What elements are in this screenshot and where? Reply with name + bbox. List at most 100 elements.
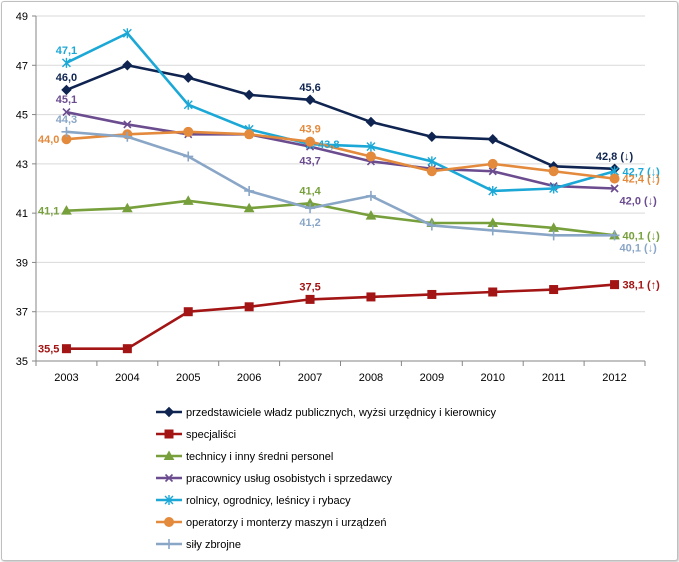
- data-point: [62, 108, 71, 117]
- series-line: [66, 130, 615, 237]
- legend-label: rolnicy, ogrodnicy, leśnicy i rybacy: [186, 495, 351, 507]
- data-point: [549, 285, 559, 295]
- legend-entry: operatorzy i monterzy maszyn i urządzeń: [156, 517, 387, 529]
- x-tick-label: 2011: [542, 372, 566, 384]
- legend-entry: pracownicy usług osobistych i sprzedawcy: [156, 473, 393, 485]
- x-tick-label: 2003: [54, 372, 78, 384]
- series-layer: [61, 28, 620, 354]
- data-point: [609, 173, 620, 184]
- y-tick-label: 41: [16, 208, 28, 220]
- data-point: [243, 89, 255, 101]
- data-point: [487, 134, 498, 145]
- legend-entry: rolnicy, ogrodnicy, leśnicy i rybacy: [156, 495, 351, 507]
- x-tick-label: 2008: [359, 372, 383, 384]
- data-label: 42,4 (↓): [623, 174, 661, 186]
- data-point: [61, 126, 72, 137]
- data-point: [244, 302, 254, 312]
- data-point: [121, 202, 133, 213]
- data-point: [61, 344, 71, 354]
- data-point: [123, 120, 132, 129]
- legend: przedstawiciele władz publicznych, wyżsi…: [156, 406, 496, 551]
- data-point: [609, 230, 620, 241]
- data-point: [610, 280, 620, 290]
- x-tick-label: 2012: [602, 372, 626, 384]
- legend-entry: technicy i inny średni personel: [156, 450, 333, 463]
- data-point: [305, 203, 316, 214]
- data-point: [304, 94, 316, 105]
- data-point: [365, 210, 377, 220]
- data-point: [122, 131, 133, 142]
- series-1: [61, 280, 620, 354]
- data-point: [548, 166, 559, 177]
- data-point: [122, 28, 132, 39]
- data-point: [426, 131, 438, 142]
- legend-marker: [163, 450, 175, 460]
- data-point: [243, 202, 255, 213]
- data-label: 42,0 (↓): [620, 196, 658, 208]
- data-label: 44,3: [56, 114, 77, 126]
- data-label: 45,6: [299, 82, 320, 94]
- legend-label: pracownicy usług osobistych i sprzedawcy: [186, 473, 393, 485]
- data-point: [183, 307, 193, 317]
- data-label: 41,4: [299, 185, 321, 197]
- series-6: [61, 126, 620, 241]
- legend-label: operatorzy i monterzy maszyn i urządzeń: [186, 517, 387, 529]
- data-label: 38,1 (↑): [623, 280, 661, 292]
- legend-marker: [164, 429, 174, 439]
- gridlines: [36, 15, 645, 313]
- legend-label: specjaliści: [186, 429, 236, 441]
- x-tick-label: 2010: [481, 372, 505, 384]
- legend-entry: specjaliści: [156, 429, 236, 441]
- series-5: [61, 126, 620, 184]
- data-point: [122, 60, 133, 71]
- data-point: [610, 184, 619, 193]
- data-label: 41,2: [299, 217, 320, 229]
- data-labels: 46,0 45,6 42,8 (↓) 35,5 37,5 38,1 (↑) 41,1 41,4…: [38, 45, 660, 356]
- data-point: [183, 72, 194, 83]
- series-line: [66, 130, 615, 180]
- data-label: 44,0: [38, 134, 59, 146]
- data-point: [244, 185, 255, 196]
- y-tick-label: 35: [16, 356, 28, 368]
- legend-marker: [164, 539, 174, 549]
- data-label: 43,8: [318, 139, 339, 151]
- data-point: [426, 166, 437, 177]
- data-point: [427, 289, 437, 299]
- data-label: 42,8 (↓): [596, 151, 634, 163]
- data-point: [183, 99, 193, 110]
- data-point: [365, 116, 377, 128]
- legend-label: siły zbrojne: [186, 539, 241, 551]
- data-point: [305, 294, 315, 304]
- legend-marker: [164, 495, 174, 505]
- axes: 35 37 39 41 43 45 47 49 2003 2004 2005 2006 2007 2008…: [16, 11, 646, 384]
- data-point: [305, 136, 316, 147]
- data-point: [122, 344, 132, 354]
- legend-marker: [163, 406, 175, 418]
- data-label: 42,7 (↓): [623, 166, 661, 178]
- y-tick-label: 47: [16, 60, 28, 72]
- data-point: [61, 84, 72, 96]
- series-0: [61, 60, 620, 174]
- x-tick-label: 2005: [176, 372, 200, 384]
- legend-entry: przedstawiciele władz publicznych, wyżsi…: [156, 406, 496, 419]
- legend-label: technicy i inny średni personel: [186, 451, 333, 463]
- legend-entry: siły zbrojne: [156, 539, 241, 551]
- data-label: 43,9: [299, 124, 320, 136]
- data-point: [366, 292, 376, 302]
- data-label: 40,1 (↓): [620, 242, 658, 254]
- data-point: [183, 151, 194, 162]
- data-point: [61, 205, 72, 215]
- x-tick-label: 2004: [115, 372, 139, 384]
- legend-label: przedstawiciele władz publicznych, wyżsi…: [186, 407, 496, 419]
- y-tick-label: 49: [16, 11, 28, 23]
- data-label: 35,5: [38, 344, 59, 356]
- data-point: [183, 126, 194, 137]
- x-tick-label: 2007: [298, 372, 322, 384]
- data-point: [365, 151, 376, 162]
- y-tick-label: 39: [16, 257, 28, 269]
- data-label: 40,1 (↓): [623, 230, 661, 242]
- y-tick-label: 37: [16, 307, 28, 319]
- series-line: [66, 199, 615, 237]
